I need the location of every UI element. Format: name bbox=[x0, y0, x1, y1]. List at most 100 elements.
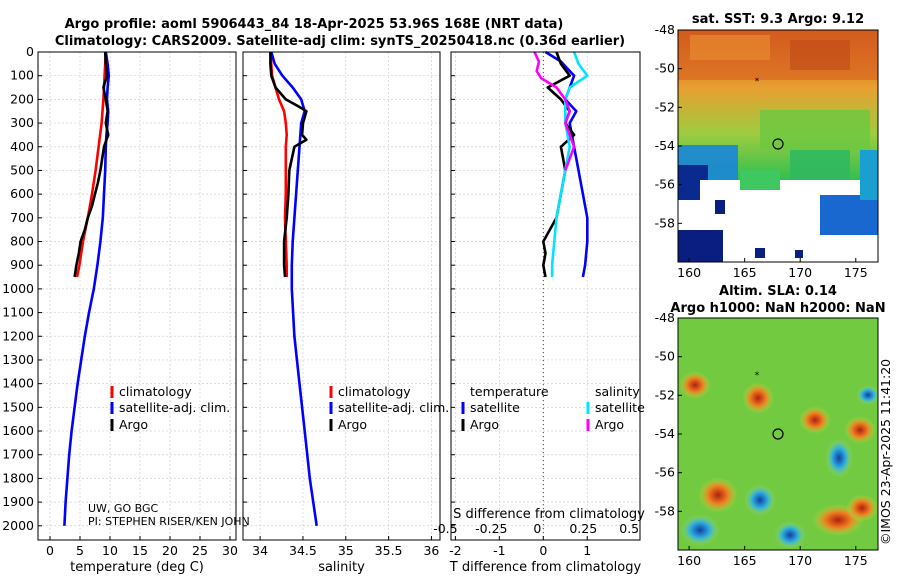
legend-title-salinity: salinity bbox=[595, 384, 640, 399]
map-y-tick-label: -50 bbox=[655, 349, 675, 364]
y-tick-label: 2000 bbox=[2, 518, 34, 533]
map-x-tick-label: 165 bbox=[733, 265, 757, 280]
series-line-temperature-satellite bbox=[544, 50, 589, 278]
map-y-tick-label: -48 bbox=[655, 310, 675, 325]
x-tick-label: 0 bbox=[539, 543, 547, 558]
salinity-diff-tick-label: 0.5 bbox=[619, 521, 639, 536]
map-x-tick-label: 170 bbox=[788, 553, 812, 568]
y-tick-label: 1800 bbox=[2, 470, 34, 485]
sst-map-image bbox=[678, 30, 878, 262]
map-x-tick-label: 160 bbox=[677, 265, 701, 280]
y-tick-label: 500 bbox=[10, 162, 34, 177]
y-tick-label: 1700 bbox=[2, 447, 34, 462]
map-y-tick-label: -52 bbox=[655, 99, 675, 114]
salinity-legend: climatology satellite-adj. clim. Argo bbox=[329, 384, 449, 432]
map-x-tick-label: 175 bbox=[844, 265, 868, 280]
legend-label-climatology: climatology bbox=[119, 384, 192, 399]
legend-label-satellite: satellite-adj. clim. bbox=[119, 400, 230, 415]
series-line-argo bbox=[73, 51, 110, 278]
legend-label-argo: Argo bbox=[338, 417, 367, 432]
series-line-climatology bbox=[269, 51, 288, 277]
map-y-tick-label: -52 bbox=[655, 387, 675, 402]
salinity-panel: 34 34.5 35 35.5 36 salinity bbox=[242, 51, 441, 575]
legend-label-temp-satellite: satellite bbox=[470, 400, 520, 415]
x-tick-label: 0 bbox=[46, 543, 54, 558]
x-tick-label: 1 bbox=[583, 543, 591, 558]
map-x-tick-label: 175 bbox=[844, 553, 868, 568]
series-line-satellite-adj-clim- bbox=[270, 51, 318, 526]
argo-location-marker bbox=[772, 138, 784, 150]
y-tick-label: 700 bbox=[10, 210, 34, 225]
x-tick-label: 10 bbox=[102, 543, 118, 558]
legend-label-temp-argo: Argo bbox=[470, 417, 499, 432]
plot-frame bbox=[37, 51, 237, 541]
salinity-diff-ticks: -0.5 -0.25 0 0.25 0.5 bbox=[433, 521, 639, 536]
float-track-marker: * bbox=[755, 77, 760, 87]
legend-label-satellite: satellite-adj. clim. bbox=[338, 400, 449, 415]
map-x-tick-label: 160 bbox=[677, 553, 701, 568]
sla-map-title-1: Altim. SLA: 0.14 bbox=[719, 284, 837, 299]
sla-map-title-2: Argo h1000: NaN h2000: NaN bbox=[670, 301, 885, 316]
series-line-argo bbox=[269, 52, 308, 278]
map-y-tick-label: -56 bbox=[655, 177, 675, 192]
temperature-panel: 0 5 10 15 20 25 300100200300400500600700800900… bbox=[2, 44, 238, 575]
sla-map-image bbox=[678, 318, 878, 550]
map-x-tick-label: 170 bbox=[788, 265, 812, 280]
y-tick-label: 1400 bbox=[2, 376, 34, 391]
series-line-salinity-satellite bbox=[550, 51, 589, 277]
difference-panel: -2 -1 0 1 T difference from climatology bbox=[449, 50, 642, 575]
y-tick-label: 1300 bbox=[2, 352, 34, 367]
x-tick-label: 35.5 bbox=[375, 543, 403, 558]
series-line-salinity-argo bbox=[533, 51, 576, 171]
map-y-tick-label: -58 bbox=[655, 503, 675, 518]
credit-line-2: PI: STEPHEN RISER/KEN JOHN bbox=[88, 515, 250, 528]
credit-line-1: UW, GO BGC bbox=[88, 502, 158, 515]
sst-map-axes: 160 165 170 175 -48 -50 -52 -54 -56 -58 bbox=[655, 22, 868, 280]
map-y-tick-label: -54 bbox=[655, 138, 675, 153]
title-line-2: Climatology: CARS2009. Satellite-adj cli… bbox=[55, 34, 625, 49]
x-tick-label: 5 bbox=[76, 543, 84, 558]
y-tick-label: 400 bbox=[10, 139, 34, 154]
y-tick-label: 1500 bbox=[2, 399, 34, 414]
y-tick-label: 300 bbox=[10, 115, 34, 130]
y-tick-label: 1200 bbox=[2, 328, 34, 343]
x-tick-label: 36 bbox=[423, 543, 439, 558]
y-tick-label: 100 bbox=[10, 68, 34, 83]
float-track-marker: * bbox=[755, 371, 760, 381]
x-tick-label: 30 bbox=[222, 543, 238, 558]
x-tick-label: -2 bbox=[449, 543, 461, 558]
y-tick-label: 800 bbox=[10, 234, 34, 249]
sla-map-axes: 160 165 170 175 -48 -50 -52 -54 -56 -58 bbox=[655, 310, 868, 568]
y-tick-label: 1000 bbox=[2, 281, 34, 296]
legend-label-argo: Argo bbox=[119, 417, 148, 432]
copyright-stamp: ©IMOS 23-Apr-2025 11:41:20 bbox=[878, 359, 893, 545]
x-axis-label: T difference from climatology bbox=[449, 560, 642, 575]
legend-label-climatology: climatology bbox=[338, 384, 411, 399]
salinity-diff-tick-label: -0.5 bbox=[433, 521, 457, 536]
y-tick-label: 1100 bbox=[2, 305, 34, 320]
plot-frame bbox=[242, 51, 441, 541]
x-axis-label: salinity bbox=[318, 560, 365, 575]
map-y-tick-label: -54 bbox=[655, 426, 675, 441]
x-tick-label: -1 bbox=[493, 543, 505, 558]
y-tick-label: 1600 bbox=[2, 423, 34, 438]
salinity-diff-tick-label: 0 bbox=[533, 521, 541, 536]
y-tick-label: 900 bbox=[10, 257, 34, 272]
salinity-diff-axis-label: S difference from climatology bbox=[453, 507, 645, 522]
legend-title-temperature: temperature bbox=[470, 384, 549, 399]
map-y-tick-label: -56 bbox=[655, 465, 675, 480]
x-tick-label: 35 bbox=[338, 543, 354, 558]
x-tick-label: 34.5 bbox=[289, 543, 317, 558]
x-axis-label: temperature (deg C) bbox=[70, 560, 204, 575]
legend-label-sal-argo: Argo bbox=[595, 417, 624, 432]
y-tick-label: 200 bbox=[10, 91, 34, 106]
map-x-tick-label: 165 bbox=[733, 553, 757, 568]
map-y-tick-label: -48 bbox=[655, 22, 675, 37]
temperature-legend: climatology satellite-adj. clim. Argo bbox=[110, 384, 230, 432]
legend-label-sal-satellite: satellite bbox=[595, 400, 645, 415]
salinity-diff-tick-label: -0.25 bbox=[475, 521, 507, 536]
difference-legend: temperature salinity satellite Argo sate… bbox=[461, 384, 645, 432]
plot-frame bbox=[450, 51, 641, 541]
map-y-tick-label: -58 bbox=[655, 215, 675, 230]
